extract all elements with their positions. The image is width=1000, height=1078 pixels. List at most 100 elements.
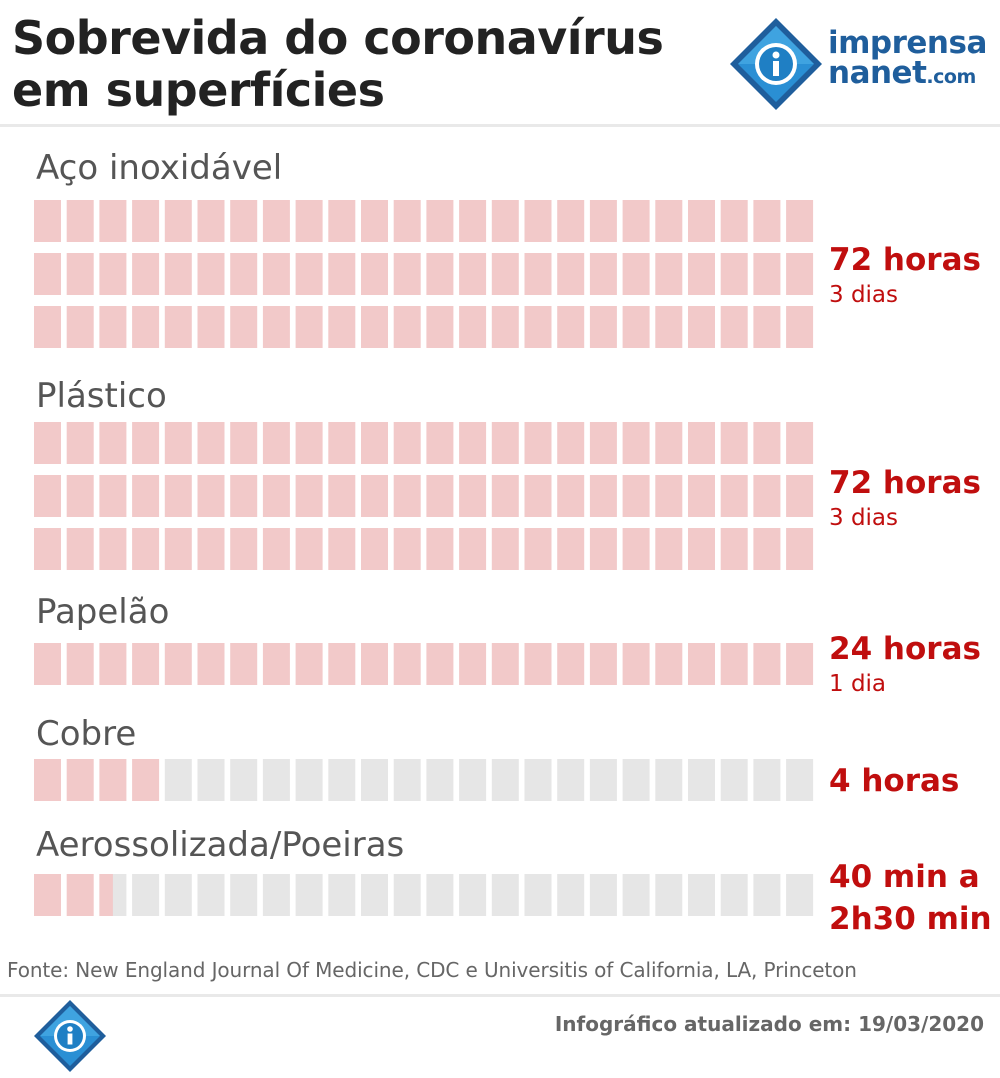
unit-cell — [557, 306, 585, 348]
updated-date: Infográfico atualizado em: 19/03/2020 — [554, 1012, 984, 1036]
unit-cell — [720, 528, 748, 570]
unit-cell — [426, 200, 454, 242]
unit-cell — [557, 643, 585, 685]
unit-cell — [361, 475, 388, 517]
unit-cell — [426, 422, 454, 464]
unit-cell — [34, 643, 61, 685]
unit-cell — [132, 759, 160, 801]
unit-cell — [589, 528, 617, 570]
category-label-aco: Aço inoxidável — [36, 148, 283, 188]
value-label-papelao: 24 horas — [829, 631, 981, 667]
unit-cell — [393, 643, 421, 685]
logo-text-line-1: imprensa — [828, 25, 987, 61]
unit-cell — [589, 475, 617, 517]
unit-cell — [393, 253, 421, 295]
unit-cell — [655, 253, 683, 295]
unit-cell — [262, 643, 290, 685]
unit-cell — [753, 643, 781, 685]
unit-cell — [393, 200, 421, 242]
unit-cell — [393, 422, 421, 464]
unit-cell — [524, 253, 552, 295]
unit-cell — [426, 874, 454, 916]
value-label-aerossolizada-line-1: 40 min a — [829, 859, 980, 895]
unit-cell — [230, 874, 258, 916]
unit-cell — [589, 253, 617, 295]
unit-cell — [459, 643, 487, 685]
unit-cell — [491, 759, 519, 801]
unit-cell — [524, 874, 552, 916]
unit-cell — [197, 528, 225, 570]
value-sub-papelao: 1 dia — [829, 671, 887, 697]
unit-cell — [720, 643, 748, 685]
unit-cell — [328, 475, 356, 517]
unit-cell — [786, 253, 814, 295]
category-label-cobre: Cobre — [36, 714, 137, 754]
unit-cell — [720, 475, 748, 517]
value-label-aco: 72 horas — [829, 242, 981, 278]
unit-cell — [459, 422, 487, 464]
value-sub-plastico: 3 dias — [829, 505, 899, 531]
unit-cell — [34, 528, 61, 570]
unit-cell — [786, 475, 814, 517]
unit-cell — [66, 874, 94, 916]
unit-cell — [393, 475, 421, 517]
unit-cell — [688, 759, 715, 801]
unit-cell — [262, 200, 290, 242]
unit-cell — [491, 874, 519, 916]
unit-cell — [197, 643, 225, 685]
unit-cell — [295, 200, 323, 242]
unit-cell — [688, 528, 715, 570]
unit-cell — [66, 643, 94, 685]
unit-cell — [230, 759, 258, 801]
unit-cell — [753, 759, 781, 801]
unit-cell — [557, 874, 585, 916]
unit-cell — [361, 200, 388, 242]
unit-cell — [164, 759, 192, 801]
unit-cell — [295, 528, 323, 570]
bar-2 — [34, 422, 814, 570]
unit-cell — [99, 528, 127, 570]
unit-cell — [295, 759, 323, 801]
unit-cell — [622, 643, 650, 685]
unit-cell — [622, 475, 650, 517]
unit-cell — [230, 253, 258, 295]
unit-cell — [491, 643, 519, 685]
unit-cell — [164, 422, 192, 464]
unit-cell — [132, 253, 160, 295]
unit-cell — [99, 200, 127, 242]
unit-cell — [230, 200, 258, 242]
unit-cell — [328, 253, 356, 295]
unit-cell — [132, 643, 160, 685]
category-label-plastico: Plástico — [36, 376, 167, 416]
unit-cell — [164, 306, 192, 348]
unit-cell — [459, 528, 487, 570]
unit-cell — [688, 200, 715, 242]
bar-1 — [34, 200, 814, 348]
unit-cell — [132, 528, 160, 570]
unit-cell — [361, 306, 388, 348]
unit-cell — [655, 200, 683, 242]
unit-cell — [230, 643, 258, 685]
unit-cell — [524, 643, 552, 685]
unit-cell — [99, 306, 127, 348]
unit-cell — [393, 759, 421, 801]
unit-cell — [753, 422, 781, 464]
unit-cell — [164, 528, 192, 570]
unit-cell — [491, 528, 519, 570]
unit-cell — [786, 422, 814, 464]
unit-cell — [688, 422, 715, 464]
unit-cell — [393, 528, 421, 570]
unit-cell — [426, 306, 454, 348]
unit-cell — [688, 306, 715, 348]
value-label-plastico: 72 horas — [829, 465, 981, 501]
unit-cell — [557, 759, 585, 801]
unit-cell — [622, 874, 650, 916]
unit-cell — [459, 759, 487, 801]
unit-cell — [132, 874, 160, 916]
unit-cell — [524, 306, 552, 348]
unit-cell — [132, 475, 160, 517]
unit-cell — [655, 422, 683, 464]
source-note: Fonte: New England Journal Of Medicine, … — [7, 958, 857, 982]
unit-cell — [720, 422, 748, 464]
unit-cell — [328, 528, 356, 570]
